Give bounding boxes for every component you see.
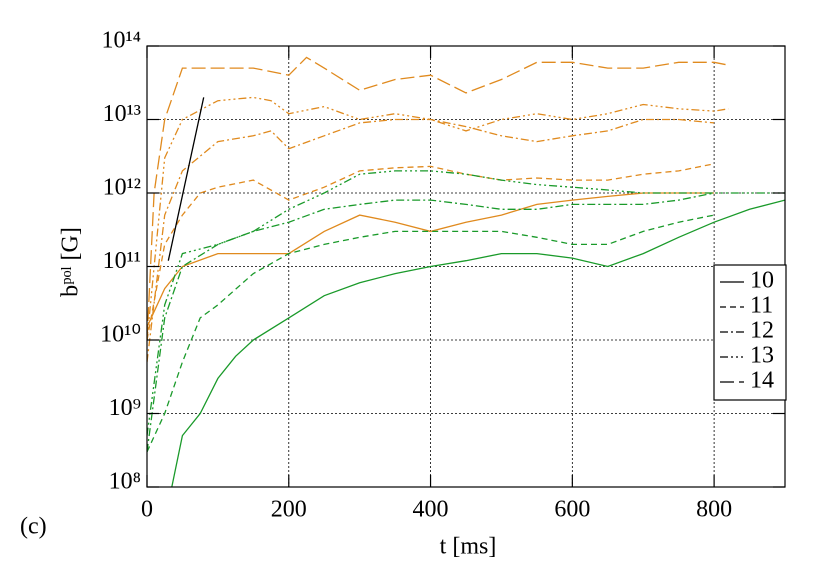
series-line [147, 192, 715, 452]
series-line [147, 192, 715, 328]
x-tick-label: 400 [413, 497, 449, 523]
x-tick-label: 800 [696, 497, 732, 523]
series-line [171, 199, 785, 487]
legend-label: 10 [750, 268, 774, 294]
legend-label: 11 [750, 293, 773, 319]
legend-label: 14 [750, 368, 774, 394]
y-tick-label: 10¹² [103, 175, 141, 201]
y-tick-label: 10¹⁴ [101, 28, 141, 54]
series-line [147, 96, 729, 341]
series-line [147, 214, 715, 453]
x-tick-label: 200 [271, 497, 307, 523]
series-line [147, 170, 785, 436]
series-line [147, 56, 729, 341]
panel-label: (c) [20, 514, 47, 540]
x-axis-label: t [ms] [440, 534, 497, 560]
x-tick-label: 600 [554, 497, 590, 523]
series-line [147, 163, 715, 341]
y-tick-label: 10⁹ [109, 395, 141, 421]
y-tick-label: 10¹⁰ [100, 322, 141, 348]
series-line [167, 97, 205, 261]
plot-frame [146, 45, 786, 488]
series-line [147, 118, 715, 363]
legend-label: 13 [750, 343, 774, 369]
x-tick-label: 0 [141, 497, 153, 523]
y-tick-label: 10¹¹ [103, 248, 141, 274]
y-tick-label: 10¹³ [103, 101, 141, 127]
y-axis-label: bᵖᵒˡ [G] [58, 227, 84, 297]
legend-label: 12 [750, 318, 774, 344]
y-tick-label: 10⁸ [109, 469, 141, 495]
